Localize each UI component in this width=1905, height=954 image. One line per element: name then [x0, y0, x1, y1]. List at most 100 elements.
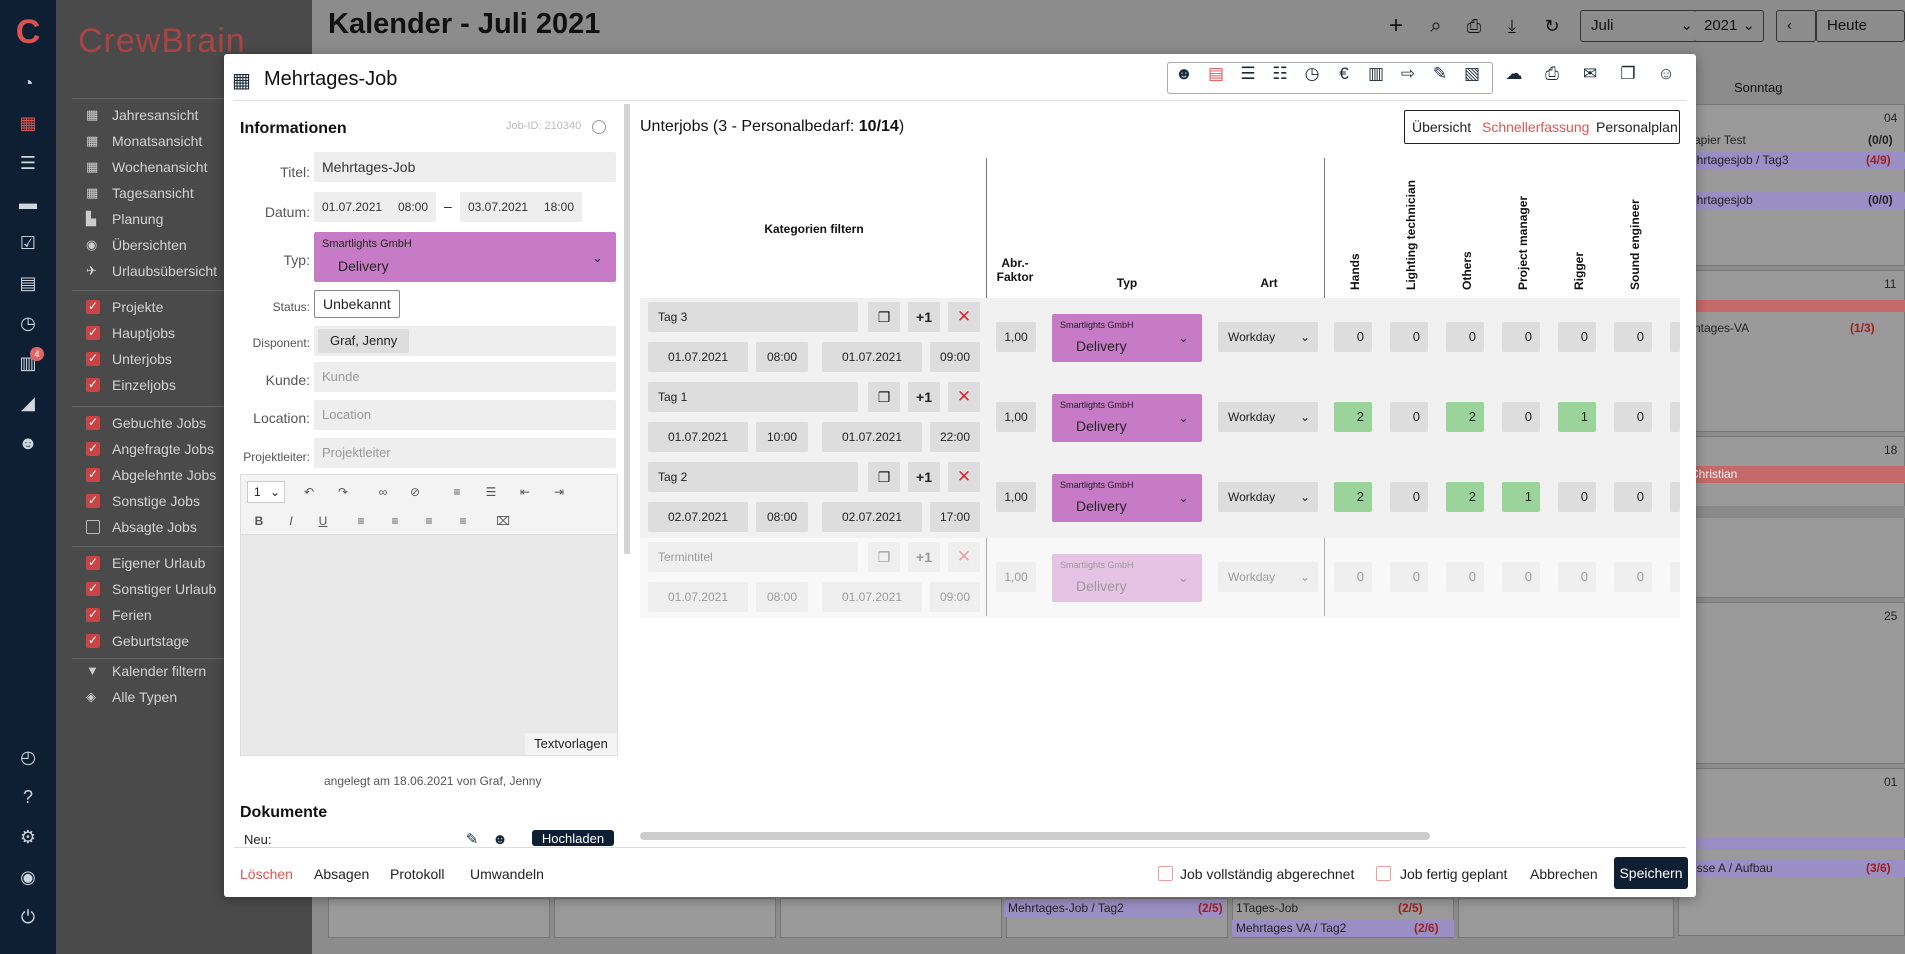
staff-count-input[interactable]: 0: [1390, 482, 1428, 512]
staff-count-input[interactable]: 0: [1614, 482, 1652, 512]
subjob-time-to[interactable]: 22:00: [930, 422, 980, 452]
copy-icon[interactable]: ❐: [868, 302, 900, 332]
checkbox-icon[interactable]: [86, 629, 100, 651]
calendar-event[interactable]: esse A / Aufbau: [1686, 860, 1905, 877]
location-input[interactable]: Location: [314, 400, 616, 430]
subjob-title-input[interactable]: Tag 1: [648, 382, 858, 412]
staff-count-input[interactable]: 0: [1502, 322, 1540, 352]
subjob-factor-input[interactable]: 1,00: [996, 562, 1036, 592]
subjob-time-to[interactable]: 09:00: [930, 342, 980, 372]
staff-icon[interactable]: ☻: [1175, 64, 1193, 83]
clear-format-icon[interactable]: ⌧: [496, 514, 510, 528]
refresh-icon[interactable]: ↻: [1544, 16, 1560, 36]
outdent-icon[interactable]: ⇤: [519, 485, 531, 499]
align-left-icon[interactable]: ≡: [357, 514, 365, 528]
subjob-factor-input[interactable]: 1,00: [996, 402, 1036, 432]
staff-count-input[interactable]: [1670, 322, 1680, 352]
checkbox-icon[interactable]: [86, 463, 100, 485]
disponent-tag[interactable]: Graf, Jenny: [318, 329, 410, 353]
checkbox-icon[interactable]: [86, 520, 100, 534]
staff-count-input[interactable]: [1670, 402, 1680, 432]
subjob-time-from[interactable]: 08:00: [756, 342, 808, 372]
copy-icon[interactable]: ❐: [868, 542, 900, 572]
subjob-date-to[interactable]: 01.07.2021: [822, 422, 922, 452]
log-link[interactable]: Protokoll: [390, 866, 445, 882]
subjob-date-from[interactable]: 01.07.2021: [648, 582, 748, 612]
checkbox-icon[interactable]: [86, 603, 100, 625]
description-editor[interactable]: 1 ⌄ ↶ ↷ ∞ ⊘ ≡ ☰ ⇤ ⇥ B I U ≡ ≡ ≡ ≡ ⌧ Textv…: [240, 474, 618, 756]
staff-count-input[interactable]: 0: [1558, 482, 1596, 512]
templates-button[interactable]: Textvorlagen: [525, 733, 617, 755]
equipment-icon[interactable]: ▥: [1367, 64, 1385, 83]
delete-icon[interactable]: ✕: [948, 382, 980, 412]
clipboard-icon[interactable]: ▤: [19, 273, 37, 293]
staff-count-input[interactable]: 0: [1502, 562, 1540, 592]
cancel-job-link[interactable]: Absagen: [314, 866, 370, 882]
staff-count-input[interactable]: 0: [1390, 562, 1428, 592]
calendar-event[interactable]: ntages-VA: [1694, 321, 1750, 335]
subjob-kind-select[interactable]: Workday ⌄: [1218, 482, 1318, 512]
download-icon[interactable]: ⤓: [1508, 16, 1516, 36]
settings-icon[interactable]: ⚙: [19, 827, 37, 847]
mail-icon[interactable]: ✉: [1582, 64, 1598, 83]
subjob-time-to[interactable]: 09:00: [930, 582, 980, 612]
align-right-icon[interactable]: ≡: [425, 514, 433, 528]
subjob-date-to[interactable]: 01.07.2021: [822, 342, 922, 372]
dashboard-icon[interactable]: ◔: [22, 73, 34, 93]
staff-count-input[interactable]: 0: [1614, 402, 1652, 432]
staff-count-input[interactable]: 0: [1334, 322, 1372, 352]
help-icon[interactable]: ?: [22, 787, 33, 807]
fully-planned-checkbox[interactable]: [1376, 866, 1391, 881]
users-icon[interactable]: ☻: [492, 831, 508, 848]
cloud-download-icon[interactable]: ☁: [1505, 64, 1523, 83]
calendar-icon[interactable]: ▦: [19, 113, 37, 133]
calendar-day-cell[interactable]: [1678, 104, 1905, 266]
delete-icon[interactable]: ✕: [948, 542, 980, 572]
subjob-factor-input[interactable]: 1,00: [996, 322, 1036, 352]
checkbox-icon[interactable]: [86, 411, 100, 433]
indent-icon[interactable]: ⇥: [553, 485, 565, 499]
subjob-type-select[interactable]: Smartlights GmbH Delivery ⌄: [1052, 474, 1202, 522]
unlink-icon[interactable]: ⊘: [409, 485, 421, 499]
checkbox-icon[interactable]: [86, 551, 100, 573]
staff-count-input[interactable]: 0: [1614, 562, 1652, 592]
fully-billed-checkbox[interactable]: [1158, 866, 1173, 881]
users-icon[interactable]: ☻: [18, 433, 38, 453]
subjob-factor-input[interactable]: 1,00: [996, 482, 1036, 512]
calendar-event[interactable]: Mehrtages-Job / Tag2: [1004, 900, 1224, 917]
redo-icon[interactable]: ↷: [337, 485, 349, 499]
list-icon[interactable]: ☰: [19, 153, 37, 173]
align-center-icon[interactable]: ≡: [391, 514, 399, 528]
staff-count-input[interactable]: 2: [1446, 402, 1484, 432]
subjob-kind-select[interactable]: Workday ⌄: [1218, 402, 1318, 432]
subjob-date-from[interactable]: 01.07.2021: [648, 342, 748, 372]
job-radio[interactable]: [592, 120, 606, 134]
euro-icon[interactable]: €: [1339, 64, 1349, 83]
staff-count-input[interactable]: 0: [1558, 322, 1596, 352]
checkbox-icon[interactable]: [86, 489, 100, 511]
customer-input[interactable]: Kunde: [314, 362, 616, 392]
view-staff-plan[interactable]: Personalplan: [1596, 119, 1678, 135]
plus-one-button[interactable]: +1: [908, 382, 940, 412]
attachment-icon[interactable]: ✎: [465, 831, 479, 848]
subjob-kind-select[interactable]: Workday ⌄: [1218, 322, 1318, 352]
edit-icon[interactable]: ✎: [1432, 64, 1448, 83]
bold-icon[interactable]: B: [254, 514, 264, 528]
subjob-time-to[interactable]: 17:00: [930, 502, 980, 532]
subjob-title-input[interactable]: Tag 2: [648, 462, 858, 492]
clock-icon[interactable]: ◷: [20, 313, 36, 333]
delete-link[interactable]: Löschen: [240, 866, 293, 882]
plus-one-button[interactable]: +1: [908, 542, 940, 572]
view-overview[interactable]: Übersicht: [1412, 119, 1472, 135]
staff-count-input[interactable]: 0: [1390, 402, 1428, 432]
logout-icon[interactable]: ⏻: [20, 907, 36, 927]
bullet-list-icon[interactable]: ☰: [485, 485, 497, 499]
calendar-day-cell[interactable]: [1678, 768, 1905, 936]
checkbox-icon[interactable]: [86, 577, 100, 599]
month-select[interactable]: Juli ⌄: [1580, 10, 1704, 42]
staff-count-input[interactable]: 0: [1558, 562, 1596, 592]
checkbox-icon[interactable]: [86, 373, 100, 395]
calendar-day-cell[interactable]: [328, 898, 550, 938]
upload-button[interactable]: Hochladen: [532, 830, 614, 846]
calendar-day-cell[interactable]: [780, 898, 1002, 938]
